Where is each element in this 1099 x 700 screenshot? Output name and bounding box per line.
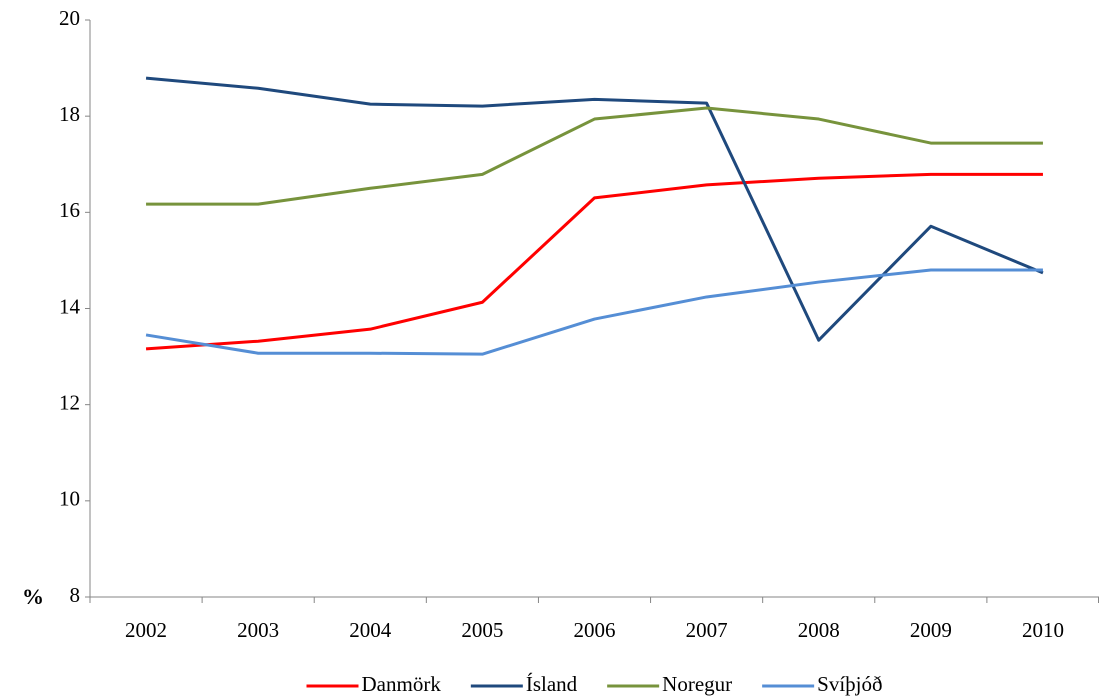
x-tick-label: 2010 xyxy=(1022,618,1064,642)
legend-label: Danmörk xyxy=(362,672,442,696)
y-tick-label: 16 xyxy=(59,198,80,222)
legend-label: Svíþjóð xyxy=(817,672,882,696)
x-tick-label: 2007 xyxy=(686,618,728,642)
series-line xyxy=(145,172,1043,351)
series-line xyxy=(145,76,1044,342)
y-tick-label: 18 xyxy=(59,102,80,126)
x-tick-label: 2004 xyxy=(349,618,392,642)
series-line xyxy=(145,268,1043,356)
series-line xyxy=(146,106,1043,206)
x-tick-label: 2008 xyxy=(798,618,840,642)
x-tick-label: 2005 xyxy=(461,618,503,642)
y-tick-label: 8 xyxy=(70,583,81,607)
x-tick-label: 2009 xyxy=(910,618,952,642)
y-tick-label: 20 xyxy=(59,6,80,30)
y-tick-label: 12 xyxy=(59,390,80,414)
y-axis-label: % xyxy=(22,584,44,609)
y-tick-label: 10 xyxy=(59,487,80,511)
y-tick-label: 14 xyxy=(59,294,81,318)
x-tick-label: 2003 xyxy=(237,618,279,642)
legend-label: Noregur xyxy=(662,672,732,696)
legend-label: Ísland xyxy=(526,672,578,696)
x-tick-label: 2002 xyxy=(125,618,167,642)
x-tick-label: 2006 xyxy=(574,618,616,642)
